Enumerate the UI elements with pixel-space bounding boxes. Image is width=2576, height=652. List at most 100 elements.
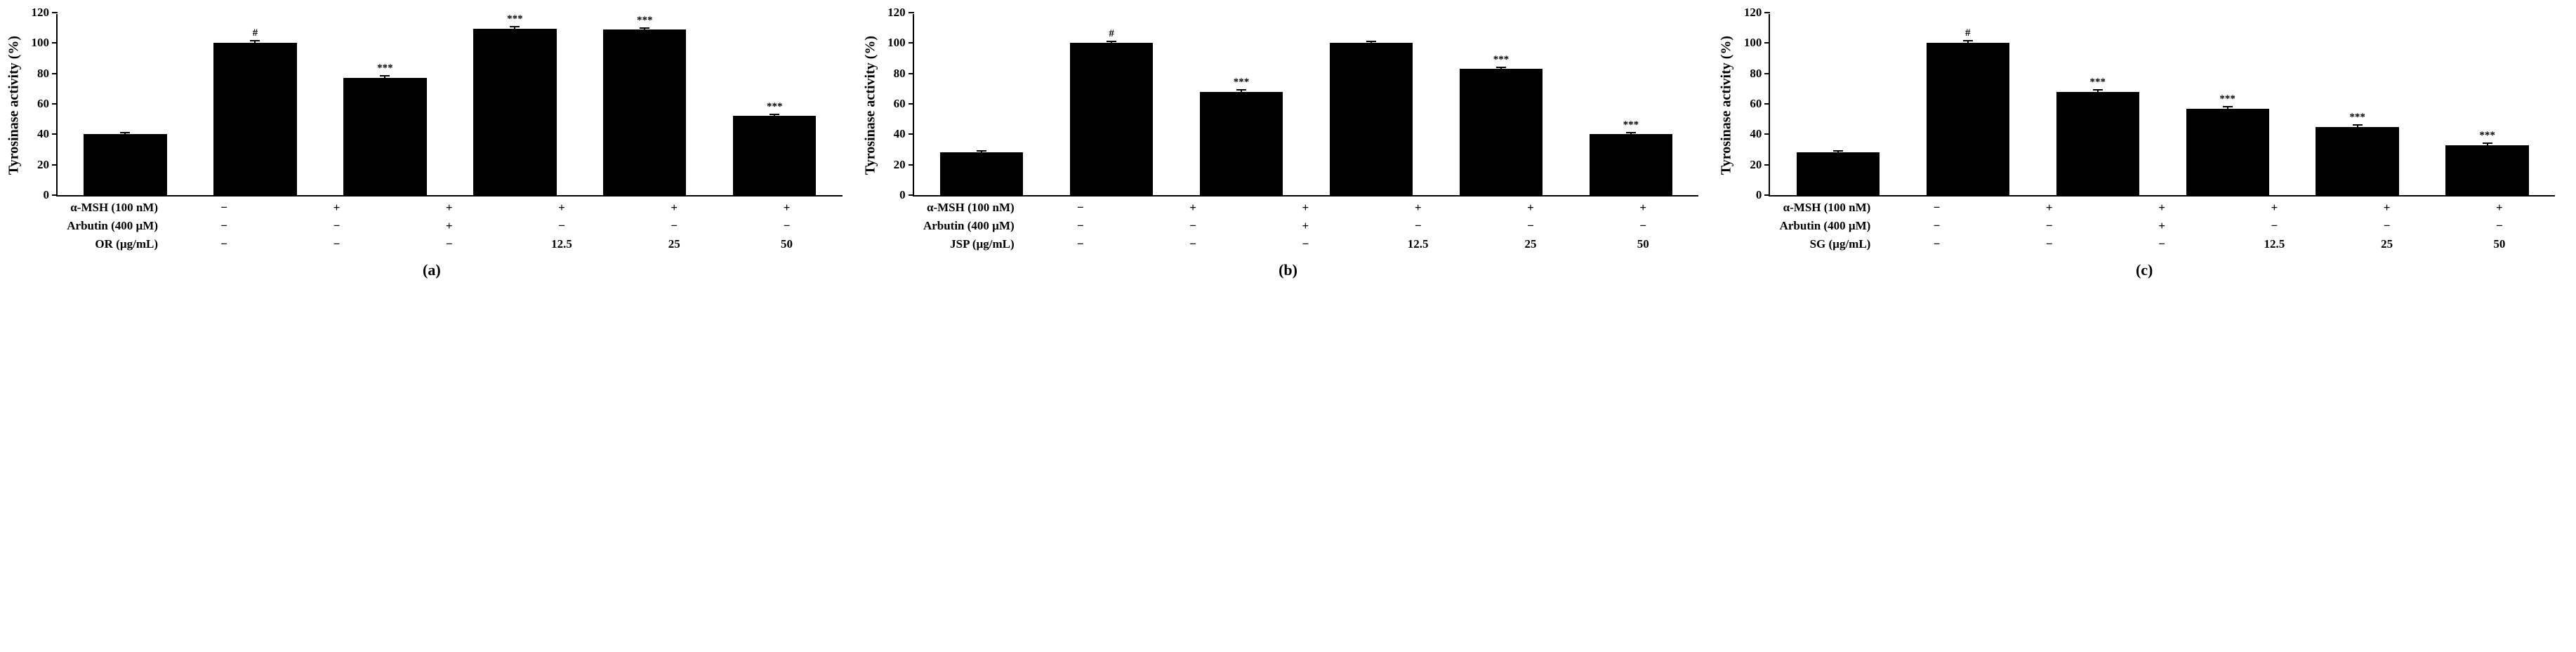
condition-row: α-MSH (100 nM)−+++++ bbox=[916, 201, 1703, 215]
condition-cell: + bbox=[506, 201, 618, 215]
bar-slot: *** bbox=[1177, 14, 1307, 195]
y-tick-label: 100 bbox=[1744, 36, 1771, 50]
bar bbox=[2186, 109, 2269, 196]
error-bar bbox=[770, 114, 779, 116]
condition-cells: −−−12.52550 bbox=[165, 237, 846, 251]
chart-box: Tyrosinase activity (%)020406080100120#*… bbox=[871, 14, 1706, 197]
bar-slot bbox=[1773, 14, 1903, 195]
significance-label: *** bbox=[2089, 77, 2106, 88]
condition-label: OR (µg/mL) bbox=[60, 237, 165, 251]
bar bbox=[940, 152, 1023, 195]
significance-label: *** bbox=[377, 63, 393, 74]
bar bbox=[2316, 127, 2398, 196]
error-stem bbox=[1967, 40, 1969, 43]
error-stem bbox=[384, 75, 385, 78]
error-bar bbox=[380, 75, 390, 78]
condition-cell: − bbox=[1024, 237, 1137, 251]
plot-area: 020406080100120#************ bbox=[1769, 14, 2555, 197]
bar bbox=[1200, 92, 1283, 195]
y-axis-label: Tyrosinase activity (%) bbox=[6, 36, 22, 175]
y-tick-label: 80 bbox=[894, 67, 914, 81]
condition-cell: 25 bbox=[1474, 237, 1587, 251]
y-tick-label: 20 bbox=[894, 158, 914, 172]
bar bbox=[1330, 43, 1413, 195]
panel-sublabel: (a) bbox=[423, 261, 441, 279]
bar-slot: *** bbox=[710, 14, 840, 195]
plot-area: 020406080100120#********* bbox=[913, 14, 1699, 197]
significance-label: *** bbox=[1234, 77, 1250, 88]
condition-cell: 12.5 bbox=[2218, 237, 2330, 251]
bar bbox=[1590, 134, 1672, 195]
condition-cell: − bbox=[2330, 219, 2443, 233]
condition-cell: − bbox=[618, 219, 730, 233]
error-bar bbox=[510, 26, 520, 29]
y-tick-label: 80 bbox=[37, 67, 58, 81]
chart-box: Tyrosinase activity (%)020406080100120#*… bbox=[14, 14, 850, 197]
error-stem bbox=[514, 26, 515, 29]
condition-cell: + bbox=[1249, 201, 1361, 215]
significance-label: # bbox=[253, 28, 258, 39]
y-tick-label: 80 bbox=[1750, 67, 1770, 81]
bar bbox=[473, 29, 556, 195]
condition-row: Arbutin (400 µM)−−+−−− bbox=[60, 219, 846, 233]
bars-container: #************ bbox=[58, 14, 843, 195]
y-tick-label: 60 bbox=[37, 97, 58, 111]
condition-row: Arbutin (400 µM)−−+−−− bbox=[1772, 219, 2558, 233]
condition-cell: + bbox=[2443, 201, 2556, 215]
condition-cell: − bbox=[1587, 219, 1699, 233]
condition-label: Arbutin (400 µM) bbox=[60, 219, 165, 233]
condition-cell: + bbox=[730, 201, 843, 215]
error-bar bbox=[1963, 40, 1973, 43]
condition-cell: 25 bbox=[618, 237, 730, 251]
condition-cell: − bbox=[280, 219, 392, 233]
condition-table: α-MSH (100 nM)−+++++Arbutin (400 µM)−−+−… bbox=[60, 197, 846, 251]
significance-label: *** bbox=[507, 14, 523, 25]
y-tick-label: 60 bbox=[1750, 97, 1770, 111]
y-axis-label: Tyrosinase activity (%) bbox=[862, 36, 878, 175]
condition-label: Arbutin (400 µM) bbox=[1772, 219, 1877, 233]
bar-slot: *** bbox=[2422, 14, 2552, 195]
bar-slot bbox=[60, 14, 190, 195]
chart-box: Tyrosinase activity (%)020406080100120#*… bbox=[1726, 14, 2562, 197]
error-stem bbox=[1111, 41, 1112, 43]
significance-label: # bbox=[1109, 29, 1114, 39]
bar-slot bbox=[1307, 14, 1436, 195]
condition-label: Arbutin (400 µM) bbox=[916, 219, 1022, 233]
error-bar bbox=[1626, 132, 1636, 134]
condition-cell: + bbox=[1474, 201, 1587, 215]
y-tick-label: 120 bbox=[887, 6, 914, 20]
bar bbox=[733, 116, 816, 195]
bar-slot: *** bbox=[450, 14, 580, 195]
plot-area: 020406080100120#************ bbox=[56, 14, 843, 197]
condition-row: Arbutin (400 µM)−−+−−− bbox=[916, 219, 1703, 233]
condition-cell: + bbox=[2106, 219, 2218, 233]
significance-label: # bbox=[1965, 28, 1971, 39]
y-tick-label: 120 bbox=[32, 6, 58, 20]
y-tick-label: 100 bbox=[32, 36, 58, 50]
error-bar bbox=[1496, 67, 1506, 69]
error-stem bbox=[1630, 132, 1632, 134]
error-bar bbox=[2223, 106, 2233, 108]
error-bar bbox=[250, 40, 260, 43]
panel-sublabel: (b) bbox=[1279, 261, 1297, 279]
y-tick-label: 0 bbox=[44, 188, 58, 202]
error-stem bbox=[2097, 89, 2099, 91]
condition-cells: −−+−−− bbox=[1877, 219, 2558, 233]
y-tick-label: 100 bbox=[887, 36, 914, 50]
condition-cell: + bbox=[280, 201, 392, 215]
bar bbox=[213, 43, 296, 195]
condition-label: α-MSH (100 nM) bbox=[916, 201, 1022, 215]
condition-cell: + bbox=[1587, 201, 1699, 215]
condition-cells: −−−12.52550 bbox=[1877, 237, 2558, 251]
significance-label: *** bbox=[2479, 131, 2495, 141]
error-stem bbox=[644, 27, 645, 29]
condition-cell: 50 bbox=[2443, 237, 2556, 251]
y-tick-label: 40 bbox=[1750, 127, 1770, 141]
condition-row: SG (µg/mL)−−−12.52550 bbox=[1772, 237, 2558, 251]
condition-label: SG (µg/mL) bbox=[1772, 237, 1877, 251]
error-bar bbox=[1366, 41, 1376, 43]
error-stem bbox=[1370, 41, 1372, 43]
condition-cell: − bbox=[2218, 219, 2330, 233]
condition-cell: − bbox=[1880, 219, 1993, 233]
error-stem bbox=[254, 40, 256, 43]
